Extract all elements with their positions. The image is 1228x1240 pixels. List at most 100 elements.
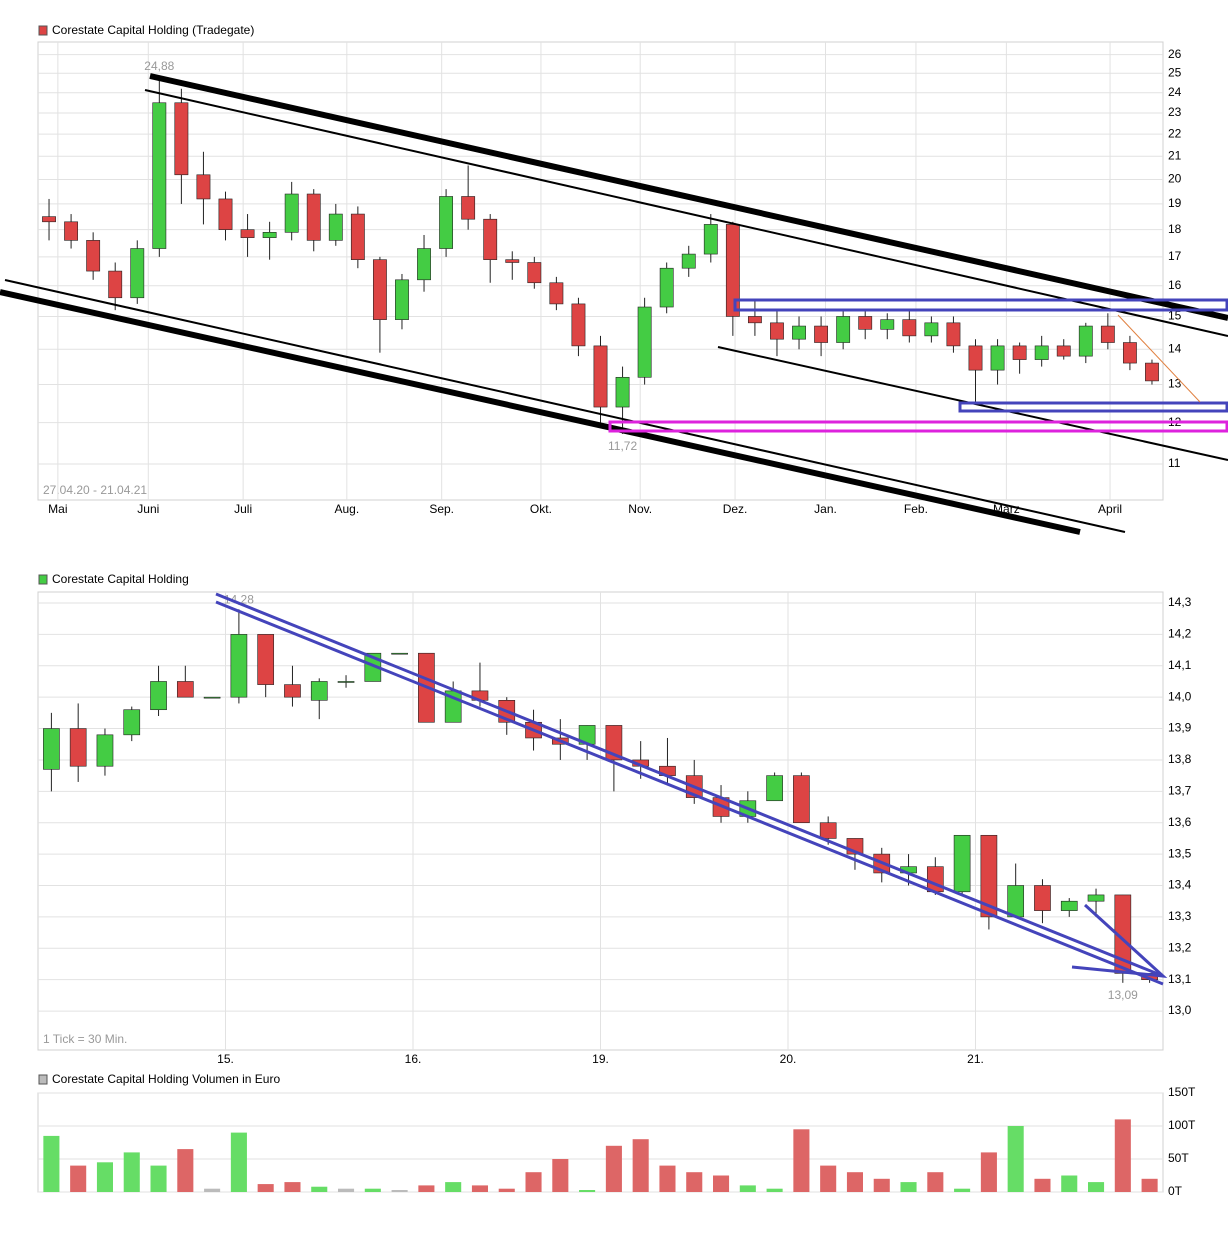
candle-body (240, 229, 255, 238)
candle-body (1007, 885, 1025, 918)
volume-bar (980, 1152, 997, 1192)
candle-body (337, 681, 355, 683)
y-tick-label: 15 (1168, 309, 1182, 323)
y-tick-label: 19 (1168, 196, 1182, 210)
trend-line (4, 279, 1126, 533)
candle-body (69, 728, 87, 767)
candle-body (350, 213, 365, 260)
candle-body (123, 709, 141, 736)
candle-body (902, 319, 917, 337)
volume-bar (713, 1175, 730, 1192)
y-tick-label: 13,5 (1168, 846, 1192, 860)
candle-body (176, 681, 194, 698)
candle-body (819, 822, 837, 839)
y-tick-label: 13,7 (1168, 784, 1192, 798)
y-tick-label: 17 (1168, 249, 1182, 263)
volume-bar (177, 1149, 194, 1192)
candle-body (42, 216, 56, 223)
x-tick-label: 15. (217, 1052, 234, 1066)
volume-bar (418, 1185, 435, 1192)
volume-bar (96, 1162, 113, 1192)
volume-bar (150, 1165, 167, 1192)
x-tick-label: 19. (592, 1052, 609, 1066)
volume-bar (659, 1165, 676, 1192)
candle-body (659, 267, 674, 308)
volume-bar (70, 1165, 87, 1192)
trend-line (149, 73, 1228, 321)
candle-body (284, 684, 301, 698)
volume-bar (846, 1172, 863, 1192)
candle-body (924, 322, 939, 337)
max-label: 24,88 (144, 59, 174, 73)
volume-bar (445, 1182, 462, 1192)
y-tick-label: 13,0 (1168, 1003, 1192, 1017)
y-tick-label: 14,2 (1168, 627, 1192, 641)
volume-bar (1088, 1182, 1105, 1192)
trend-drawings (0, 73, 1228, 986)
candle-body (130, 248, 145, 299)
volume-bar (525, 1172, 542, 1192)
volume-bar (364, 1188, 381, 1192)
candle-body (505, 259, 520, 263)
y-tick-label: 150T (1168, 1085, 1196, 1099)
range-box (733, 298, 1228, 312)
candle-body (310, 681, 328, 701)
chart-title: Corestate Capital Holding (Tradegate) (52, 23, 254, 37)
candle-body (262, 232, 277, 238)
max-label: 14,28 (224, 592, 254, 606)
x-tick-label: Juni (137, 502, 159, 516)
y-tick-label: 20 (1168, 172, 1182, 186)
candle-body (766, 775, 783, 802)
volume-bar (391, 1190, 408, 1192)
candle-body (747, 316, 762, 324)
trend-line (215, 600, 1164, 986)
chart-title: Corestate Capital Holding (52, 572, 189, 586)
y-tick-label: 50T (1168, 1151, 1189, 1165)
volume-bar (579, 1190, 596, 1192)
footnote: 1 Tick = 30 Min. (43, 1032, 127, 1046)
volume-bar (123, 1152, 140, 1192)
candle-body (980, 834, 998, 918)
trend-line (215, 592, 1164, 978)
y-tick-label: 24 (1168, 85, 1182, 99)
volume-bar (284, 1182, 301, 1192)
chart-title: Corestate Capital Holding Volumen in Eur… (52, 1072, 280, 1086)
candle-body (792, 325, 806, 340)
candle-body (1100, 325, 1115, 343)
y-tick-label: 11 (1168, 456, 1181, 470)
x-tick-label: Jan. (814, 502, 837, 516)
volume-bar (686, 1172, 703, 1192)
y-tick-label: 14,0 (1168, 689, 1192, 703)
x-tick-label: Okt. (530, 502, 552, 516)
x-tick-label: Mai (48, 502, 67, 516)
candle-body (218, 198, 233, 230)
range-box (958, 401, 1228, 413)
volume-bar (1141, 1178, 1158, 1192)
candle-body (703, 224, 718, 255)
y-tick-label: 13,6 (1168, 815, 1192, 829)
candle-body (439, 196, 454, 249)
candle-body (306, 193, 321, 241)
candle-body (230, 634, 248, 698)
candle-body (483, 218, 498, 260)
candle-body (1034, 885, 1051, 911)
x-tick-label: Sep. (429, 502, 454, 516)
y-tick-label: 13,9 (1168, 721, 1192, 735)
volume-bar (43, 1135, 60, 1192)
x-tick-label: 16. (405, 1052, 422, 1066)
candle-body (417, 248, 431, 281)
volume-bar (793, 1129, 810, 1192)
candle-body (770, 322, 784, 340)
volume-bar (204, 1188, 221, 1192)
y-tick-label: 25 (1168, 65, 1182, 79)
x-tick-label: Feb. (904, 502, 928, 516)
candle-body (836, 316, 851, 343)
candle-body (549, 282, 564, 305)
y-tick-label: 13,3 (1168, 909, 1192, 923)
candle-body (725, 224, 740, 317)
volume-bar (1061, 1175, 1078, 1192)
candle-body (968, 345, 983, 371)
candle-body (461, 196, 476, 220)
candle-body (43, 728, 60, 770)
x-tick-label: Dez. (723, 502, 748, 516)
